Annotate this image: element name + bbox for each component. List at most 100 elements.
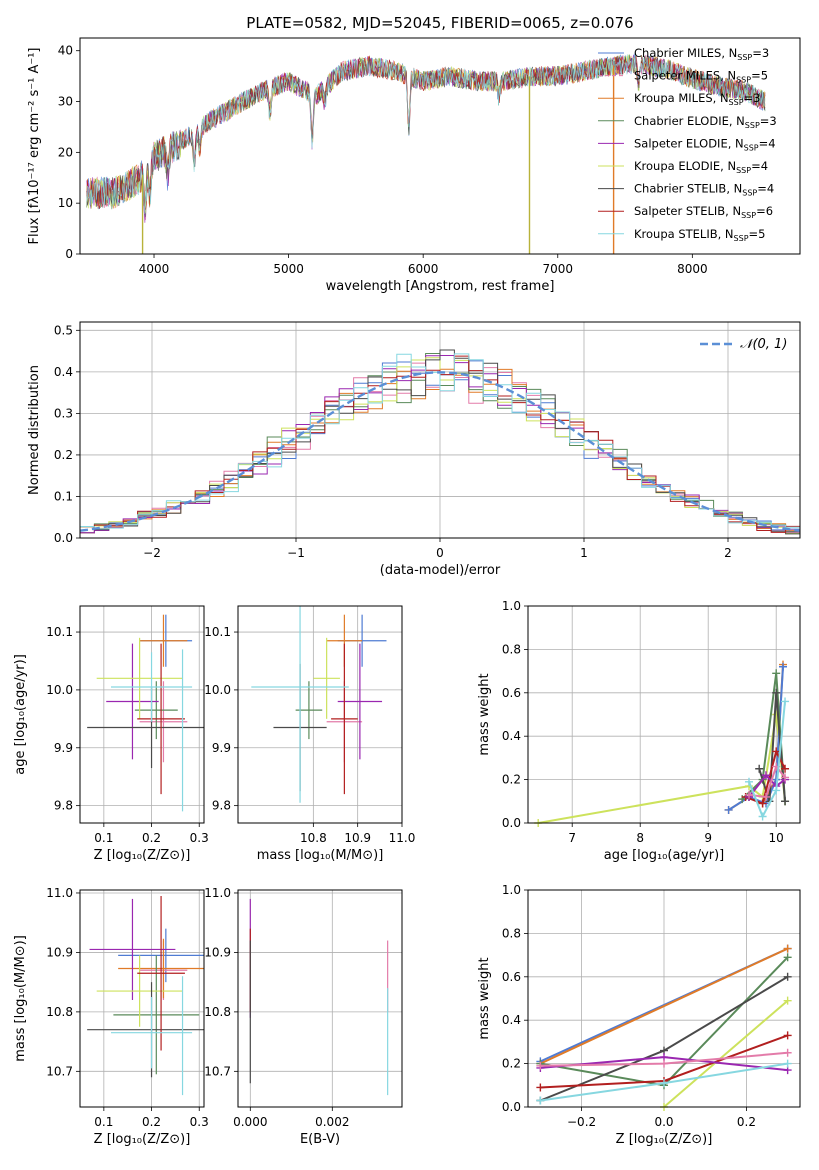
y-tick-label: 1.0 bbox=[502, 883, 521, 897]
weight-marker bbox=[781, 764, 790, 773]
x-tick-label: 0.0 bbox=[654, 1115, 673, 1129]
y-tick-label: 30 bbox=[58, 95, 73, 109]
x-tick-label: 0.2 bbox=[737, 1115, 756, 1129]
y-tick-label: 0.5 bbox=[54, 323, 73, 337]
y-tick-label: 0.4 bbox=[502, 729, 521, 743]
x-tick-label: −1 bbox=[287, 546, 305, 560]
axes-frame bbox=[79, 889, 205, 1108]
y-tick-label: 9.9 bbox=[212, 741, 231, 755]
axes-frame bbox=[79, 605, 205, 824]
weight-marker bbox=[536, 1083, 545, 1092]
weight-marker bbox=[783, 944, 792, 953]
weight_vs_age-panel: 7 8 9 10 0.0 0.2 0.4 0.6 0.8 1.0 age [log₁₀(age/yr… bbox=[477, 599, 801, 863]
weight-marker bbox=[783, 1059, 792, 1068]
weight-marker bbox=[783, 953, 792, 962]
x-tick-label: 0.002 bbox=[315, 1115, 349, 1129]
age_vs_Z-panel: 0.1 0.2 0.3 9.8 9.9 10.0 10.1 Z [log₁₀(Z/Z⊙)] ag… bbox=[13, 605, 209, 863]
x-axis-label: age [log₁₀(age/yr)] bbox=[604, 848, 725, 863]
y-tick-label: 0.0 bbox=[502, 816, 521, 830]
y-tick-label: 0.6 bbox=[502, 686, 521, 700]
x-tick-label: 0.2 bbox=[142, 831, 161, 845]
y-tick-label: 10.1 bbox=[204, 625, 231, 639]
x-tick-label: 0.1 bbox=[94, 1115, 113, 1129]
y-tick-label: 0.8 bbox=[502, 926, 521, 940]
axes-frame bbox=[237, 605, 403, 824]
y-tick-label: 10.8 bbox=[46, 1005, 73, 1019]
x-tick-label: 10.8 bbox=[300, 831, 327, 845]
weight-marker bbox=[758, 812, 767, 821]
y-tick-label: 0.3 bbox=[54, 406, 73, 420]
y-tick-label: 0.4 bbox=[502, 1013, 521, 1027]
legend-label: Salpeter ELODIE, NSSP=4 bbox=[634, 136, 776, 152]
weight-marker bbox=[783, 972, 792, 981]
y-tick-label: 0.2 bbox=[502, 773, 521, 787]
y-tick-label: 0.2 bbox=[502, 1057, 521, 1071]
legend-label: Kroupa STELIB, NSSP=5 bbox=[634, 227, 765, 243]
x-tick-label: −2 bbox=[143, 546, 161, 560]
x-tick-label: 2 bbox=[724, 546, 732, 560]
errorbars bbox=[251, 606, 387, 803]
y-tick-label: 40 bbox=[58, 44, 73, 58]
weight-marker bbox=[536, 1061, 545, 1070]
y-tick-label: 0.2 bbox=[54, 448, 73, 462]
y-axis-label: mass weight bbox=[477, 673, 492, 755]
legend-label: Kroupa ELODIE, NSSP=4 bbox=[634, 159, 768, 175]
y-tick-label: 11.0 bbox=[204, 886, 231, 900]
legend-label: 𝒩(0, 1) bbox=[740, 337, 787, 352]
axes-frame bbox=[527, 605, 801, 824]
y-tick-label: 9.9 bbox=[54, 741, 73, 755]
spectrum-lines bbox=[86, 53, 766, 254]
errorbars bbox=[87, 895, 204, 1096]
weight-marker bbox=[745, 777, 753, 786]
y-tick-label: 20 bbox=[58, 145, 73, 159]
spectrum-panel: PLATE=0582, MJD=52045, FIBERID=0065, z=0… bbox=[27, 14, 801, 294]
weight-lines bbox=[536, 944, 792, 1111]
weight-series-line bbox=[748, 701, 786, 819]
x-axis-label: Z [log₁₀(Z/Z⊙)] bbox=[616, 1132, 713, 1147]
weight-series-line bbox=[539, 947, 789, 1065]
x-tick-label: 1 bbox=[580, 546, 588, 560]
x-axis-label: (data-model)/error bbox=[380, 563, 501, 578]
x-axis-label: Z [log₁₀(Z/Z⊙)] bbox=[94, 848, 191, 863]
legend-label: Chabrier STELIB, NSSP=4 bbox=[634, 182, 774, 198]
weight-marker bbox=[772, 786, 781, 795]
x-tick-label: 7000 bbox=[542, 262, 573, 276]
weight-marker bbox=[781, 773, 790, 782]
y-tick-label: 9.8 bbox=[54, 799, 73, 813]
weight-series-line bbox=[663, 999, 789, 1108]
y-tick-label: 11.0 bbox=[46, 886, 73, 900]
weight-marker bbox=[772, 747, 781, 756]
axes-frame bbox=[527, 889, 801, 1108]
y-tick-label: 10.7 bbox=[46, 1064, 73, 1078]
weight-marker bbox=[781, 697, 790, 706]
y-tick-label: 10.0 bbox=[46, 683, 73, 697]
x-tick-label: 10 bbox=[769, 831, 784, 845]
legend-label: Chabrier MILES, NSSP=3 bbox=[634, 46, 769, 62]
weight-series-line bbox=[748, 764, 786, 799]
x-tick-label: 0.2 bbox=[142, 1115, 161, 1129]
errorbars bbox=[87, 614, 204, 812]
x-tick-label: 0.000 bbox=[233, 1115, 267, 1129]
y-tick-label: 0 bbox=[65, 247, 73, 261]
residuals-panel: −2 −1 0 1 2 0.0 0.1 0.2 0.3 0.4 0.5 (data-model)/er… bbox=[27, 321, 801, 578]
x-tick-label: 8 bbox=[636, 831, 644, 845]
weight-marker bbox=[772, 669, 781, 678]
y-tick-label: 10.1 bbox=[46, 625, 73, 639]
x-tick-label: 10.9 bbox=[344, 831, 371, 845]
y-tick-label: 10 bbox=[58, 196, 73, 210]
y-axis-label: mass [log₁₀(M/M⊙)] bbox=[13, 935, 28, 1062]
x-tick-label: 0.1 bbox=[94, 831, 113, 845]
axes-frame bbox=[79, 37, 801, 255]
x-tick-label: 8000 bbox=[677, 262, 708, 276]
weight-series-line bbox=[538, 714, 786, 824]
y-tick-label: 0.4 bbox=[54, 365, 73, 379]
y-tick-label: 0.8 bbox=[502, 642, 521, 656]
x-axis-label: Z [log₁₀(Z/Z⊙)] bbox=[94, 1132, 191, 1147]
weight-marker bbox=[758, 799, 767, 808]
y-tick-label: 10.8 bbox=[204, 1005, 231, 1019]
chart-title: PLATE=0582, MJD=52045, FIBERID=0065, z=0… bbox=[246, 14, 633, 32]
spectrum-series-line bbox=[86, 54, 766, 215]
weight-marker bbox=[762, 771, 770, 780]
y-tick-label: 10.0 bbox=[204, 683, 231, 697]
